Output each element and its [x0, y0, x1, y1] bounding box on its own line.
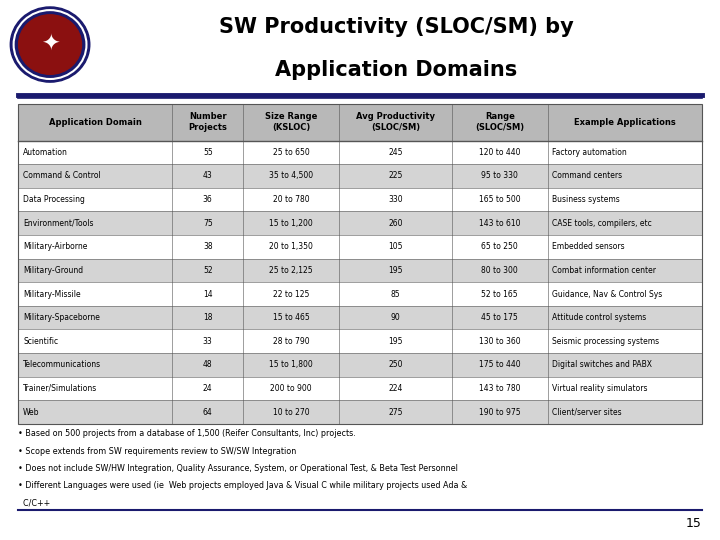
- Text: 14: 14: [203, 289, 212, 299]
- Text: 52: 52: [203, 266, 212, 275]
- Text: 43: 43: [203, 171, 212, 180]
- Circle shape: [19, 15, 81, 75]
- Text: 15 to 1,800: 15 to 1,800: [269, 360, 313, 369]
- Text: Seismic processing systems: Seismic processing systems: [552, 337, 659, 346]
- Text: • Does not include SW/HW Integration, Quality Assurance, System, or Operational : • Does not include SW/HW Integration, Qu…: [18, 464, 458, 473]
- Text: Size Range
(KSLOC): Size Range (KSLOC): [265, 112, 318, 132]
- Text: 224: 224: [388, 384, 402, 393]
- Text: • Different Languages were used (ie  Web projects employed Java & Visual C while: • Different Languages were used (ie Web …: [18, 481, 467, 490]
- Text: 15: 15: [686, 517, 702, 530]
- Text: 143 to 610: 143 to 610: [479, 219, 521, 228]
- Text: Attitude control systems: Attitude control systems: [552, 313, 647, 322]
- Text: Data Processing: Data Processing: [23, 195, 85, 204]
- Text: Application Domains: Application Domains: [275, 60, 517, 80]
- Text: 22 to 125: 22 to 125: [273, 289, 310, 299]
- Text: 75: 75: [203, 219, 212, 228]
- Text: SW Productivity (SLOC/SM) by: SW Productivity (SLOC/SM) by: [219, 17, 573, 37]
- Text: Trainer/Simulations: Trainer/Simulations: [23, 384, 97, 393]
- Text: Application Domain: Application Domain: [49, 118, 142, 126]
- Text: 275: 275: [388, 408, 402, 416]
- Text: Telecommunications: Telecommunications: [23, 360, 102, 369]
- Text: 165 to 500: 165 to 500: [479, 195, 521, 204]
- Text: 25 to 650: 25 to 650: [273, 148, 310, 157]
- Text: 24: 24: [203, 384, 212, 393]
- Text: 130 to 360: 130 to 360: [479, 337, 521, 346]
- Text: 80 to 300: 80 to 300: [482, 266, 518, 275]
- Text: Digital switches and PABX: Digital switches and PABX: [552, 360, 652, 369]
- Text: Web: Web: [23, 408, 40, 416]
- Text: 38: 38: [203, 242, 212, 251]
- Text: 64: 64: [203, 408, 212, 416]
- Text: Virtual reality simulators: Virtual reality simulators: [552, 384, 647, 393]
- Text: 143 to 780: 143 to 780: [479, 384, 521, 393]
- Text: 65 to 250: 65 to 250: [482, 242, 518, 251]
- Text: 105: 105: [388, 242, 402, 251]
- Text: 28 to 790: 28 to 790: [273, 337, 310, 346]
- Text: 175 to 440: 175 to 440: [479, 360, 521, 369]
- Text: Military-Ground: Military-Ground: [23, 266, 84, 275]
- Text: C/C++: C/C++: [18, 498, 50, 508]
- Text: 52 to 165: 52 to 165: [482, 289, 518, 299]
- Text: CASE tools, compilers, etc: CASE tools, compilers, etc: [552, 219, 652, 228]
- Text: 200 to 900: 200 to 900: [271, 384, 312, 393]
- Text: Automation: Automation: [23, 148, 68, 157]
- Text: 260: 260: [388, 219, 402, 228]
- Text: 25 to 2,125: 25 to 2,125: [269, 266, 313, 275]
- Text: • Based on 500 projects from a database of 1,500 (Reifer Consultants, Inc) proje: • Based on 500 projects from a database …: [18, 429, 356, 438]
- Text: 225: 225: [388, 171, 402, 180]
- Text: 85: 85: [391, 289, 400, 299]
- Text: 36: 36: [203, 195, 212, 204]
- Text: ✦: ✦: [41, 35, 59, 55]
- Text: Military-Spaceborne: Military-Spaceborne: [23, 313, 100, 322]
- Text: 35 to 4,500: 35 to 4,500: [269, 171, 313, 180]
- Text: Example Applications: Example Applications: [574, 118, 675, 126]
- Text: 330: 330: [388, 195, 402, 204]
- Text: Military-Missile: Military-Missile: [23, 289, 81, 299]
- Text: 90: 90: [390, 313, 400, 322]
- Text: 48: 48: [203, 360, 212, 369]
- Text: Military-Airborne: Military-Airborne: [23, 242, 87, 251]
- Text: 120 to 440: 120 to 440: [479, 148, 521, 157]
- Text: Embedded sensors: Embedded sensors: [552, 242, 625, 251]
- Text: 45 to 175: 45 to 175: [482, 313, 518, 322]
- Text: 195: 195: [388, 337, 402, 346]
- Text: 190 to 975: 190 to 975: [479, 408, 521, 416]
- Text: Environment/Tools: Environment/Tools: [23, 219, 94, 228]
- Text: Scientific: Scientific: [23, 337, 58, 346]
- Text: 18: 18: [203, 313, 212, 322]
- Text: Combat information center: Combat information center: [552, 266, 656, 275]
- Text: Command centers: Command centers: [552, 171, 622, 180]
- Text: 15 to 465: 15 to 465: [273, 313, 310, 322]
- Text: 250: 250: [388, 360, 402, 369]
- Text: • Scope extends from SW requirements review to SW/SW Integration: • Scope extends from SW requirements rev…: [18, 447, 296, 456]
- Text: 195: 195: [388, 266, 402, 275]
- Text: 95 to 330: 95 to 330: [481, 171, 518, 180]
- Text: 33: 33: [203, 337, 212, 346]
- Text: 245: 245: [388, 148, 402, 157]
- Text: Avg Productivity
(SLOC/SM): Avg Productivity (SLOC/SM): [356, 112, 435, 132]
- Text: Command & Control: Command & Control: [23, 171, 101, 180]
- Text: 55: 55: [203, 148, 212, 157]
- Text: Number
Projects: Number Projects: [189, 112, 228, 132]
- Text: 15 to 1,200: 15 to 1,200: [269, 219, 313, 228]
- Text: Range
(SLOC/SM): Range (SLOC/SM): [475, 112, 524, 132]
- Text: Client/server sites: Client/server sites: [552, 408, 621, 416]
- Text: 20 to 1,350: 20 to 1,350: [269, 242, 313, 251]
- Text: 20 to 780: 20 to 780: [273, 195, 310, 204]
- Text: 10 to 270: 10 to 270: [273, 408, 310, 416]
- Circle shape: [10, 7, 90, 82]
- Text: Guidance, Nav & Control Sys: Guidance, Nav & Control Sys: [552, 289, 662, 299]
- Text: Factory automation: Factory automation: [552, 148, 626, 157]
- Text: Business systems: Business systems: [552, 195, 620, 204]
